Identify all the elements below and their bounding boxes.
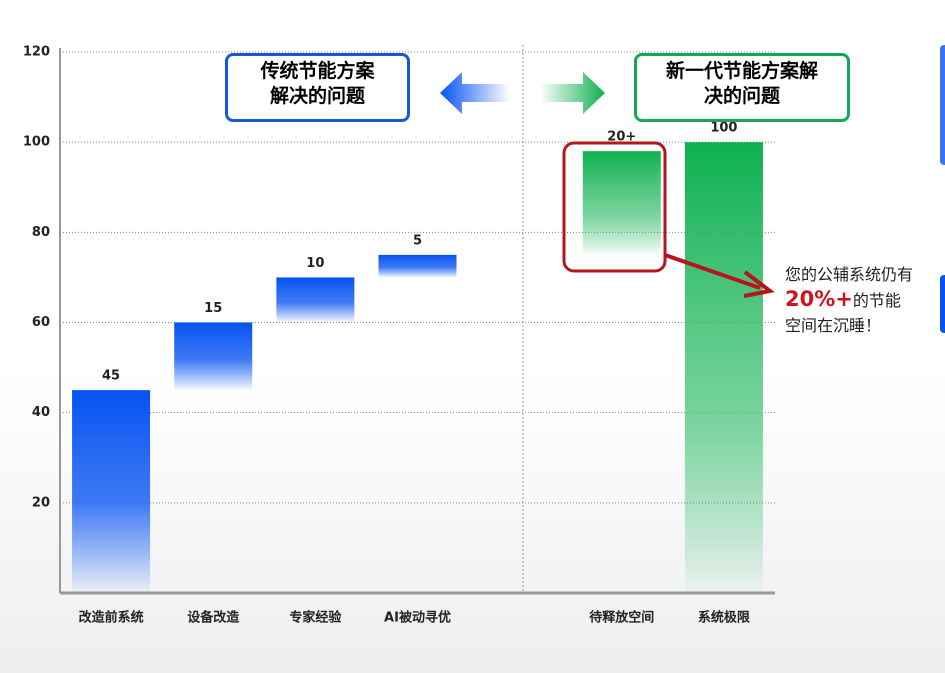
y-tick-label: 80 bbox=[32, 225, 50, 240]
highlight-box bbox=[562, 141, 667, 273]
callout-text: 您的公辅系统仍有 bbox=[785, 265, 914, 284]
value-label: 10 bbox=[306, 256, 324, 271]
value-label: 45 bbox=[102, 369, 120, 384]
x-tick-label: 系统极限 bbox=[698, 610, 751, 626]
x-tick-label: 待释放空间 bbox=[588, 610, 654, 626]
callout-text: 的节能空间在沉睡！ bbox=[785, 291, 901, 335]
arrow-left bbox=[440, 72, 510, 114]
callout-arrow-head bbox=[743, 270, 775, 298]
value-label: 5 bbox=[413, 233, 422, 248]
right-box: 新一代节能方案解 决的问题 bbox=[634, 53, 850, 122]
bar bbox=[684, 142, 763, 593]
bar bbox=[582, 151, 661, 255]
box-text: 新一代节能方案解 bbox=[665, 60, 818, 82]
bar bbox=[276, 277, 355, 323]
y-tick-label: 100 bbox=[23, 135, 50, 150]
bar bbox=[174, 322, 253, 391]
callout-arrow bbox=[664, 253, 761, 290]
x-tick-label: AI被动寻优 bbox=[384, 610, 451, 626]
box-text: 决的问题 bbox=[703, 85, 780, 107]
left-box: 传统节能方案 解决的问题 bbox=[225, 53, 410, 122]
y-tick-label: 120 bbox=[23, 45, 50, 60]
y-tick-label: 20 bbox=[32, 495, 50, 510]
y-tick-label: 60 bbox=[32, 315, 50, 330]
edge-decoration bbox=[940, 275, 945, 333]
x-tick-label: 设备改造 bbox=[187, 610, 240, 626]
value-label: 100 bbox=[710, 121, 737, 136]
arrow-right bbox=[540, 72, 605, 114]
box-text: 传统节能方案 bbox=[260, 60, 375, 82]
edge-decoration bbox=[940, 45, 945, 165]
x-tick-label: 改造前系统 bbox=[79, 610, 144, 626]
callout: 您的公辅系统仍有 20%+的节能空间在沉睡！ bbox=[785, 262, 915, 338]
value-label: 15 bbox=[204, 301, 222, 316]
callout-highlight: 20%+ bbox=[785, 287, 853, 311]
y-tick-label: 40 bbox=[32, 405, 50, 420]
bar bbox=[378, 254, 457, 278]
bar bbox=[72, 390, 151, 593]
box-text: 解决的问题 bbox=[269, 85, 365, 107]
x-tick-label: 专家经验 bbox=[289, 610, 342, 626]
value-label: 20+ bbox=[607, 130, 636, 145]
